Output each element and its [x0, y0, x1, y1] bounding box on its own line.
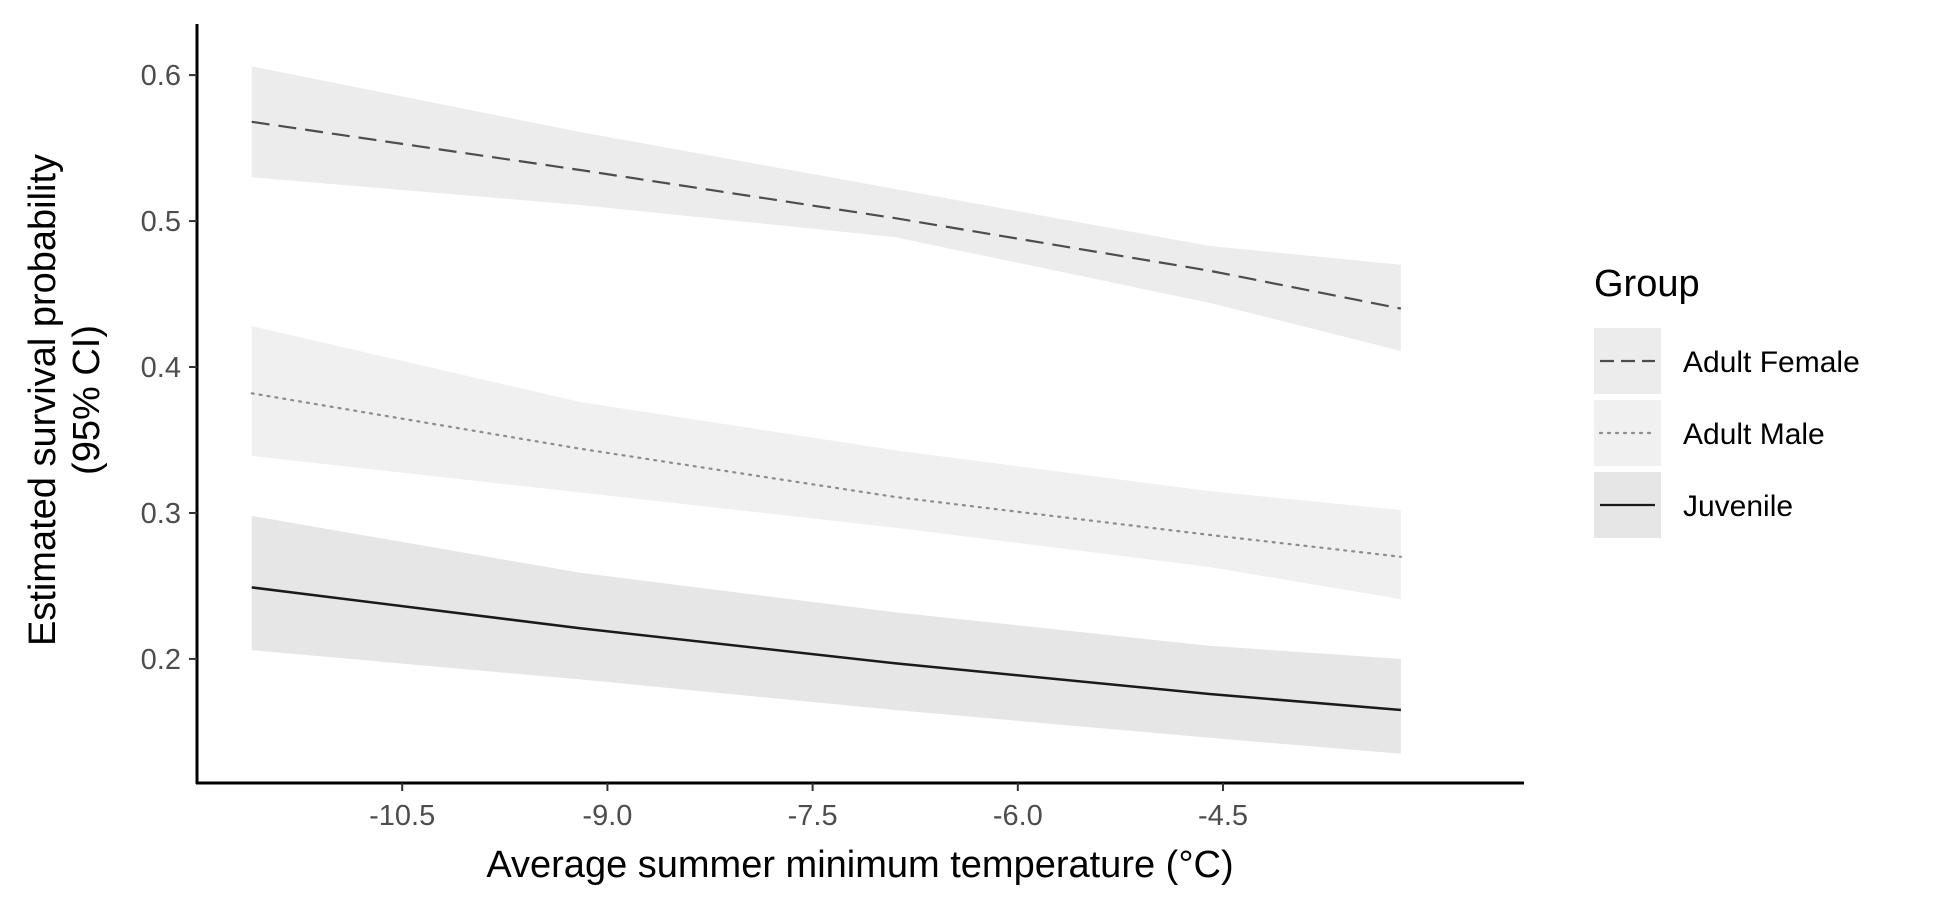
y-tick-label: 0.6 — [141, 60, 181, 92]
x-tick-label: -7.5 — [788, 800, 838, 832]
y-axis-title: Estimated survival probability (95% CI) — [22, 154, 108, 646]
legend: Group Adult Female Adult Male Juvenile — [1594, 263, 1860, 538]
line-adult-male — [250, 392, 1403, 558]
ribbon-adult-male — [251, 326, 1401, 600]
legend-label-adult-male: Adult Male — [1683, 418, 1825, 451]
y-tick-label: 0.4 — [141, 352, 181, 384]
ribbon-juvenile — [251, 515, 1401, 754]
y-tick-label: 0.2 — [141, 644, 181, 676]
series-lines — [250, 120, 1403, 712]
ci-ribbons — [251, 66, 1401, 754]
y-tick-label: 0.5 — [141, 206, 181, 238]
y-axis-title-line-2: (95% CI) — [66, 325, 108, 475]
x-axis-title: Average summer minimum temperature (°C) — [486, 844, 1233, 886]
line-juvenile — [251, 586, 1402, 712]
x-tick-label: -9.0 — [582, 800, 632, 832]
x-tick-label: -10.5 — [369, 800, 435, 832]
x-tick-label: -6.0 — [993, 800, 1043, 832]
legend-title: Group — [1594, 263, 1700, 305]
legend-label-adult-female: Adult Female — [1683, 346, 1860, 379]
y-axis-ticks: 0.2 0.3 0.4 0.5 0.6 — [141, 60, 197, 676]
y-axis-title-line-1: Estimated survival probability — [22, 154, 64, 646]
y-tick-label: 0.3 — [141, 498, 181, 530]
x-tick-label: -4.5 — [1198, 800, 1248, 832]
legend-label-juvenile: Juvenile — [1683, 490, 1793, 523]
legend-items: Adult Female Adult Male Juvenile — [1594, 328, 1860, 538]
line-adult-female — [251, 120, 1402, 310]
x-axis-ticks: -10.5 -9.0 -7.5 -6.0 -4.5 — [369, 783, 1248, 832]
